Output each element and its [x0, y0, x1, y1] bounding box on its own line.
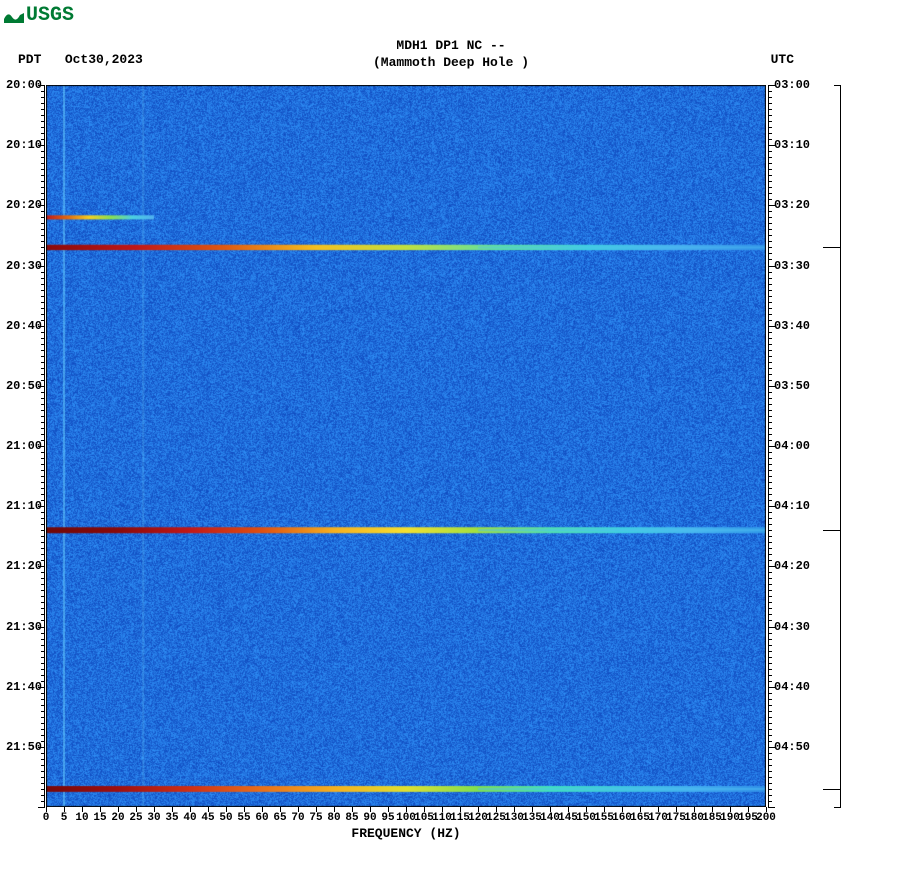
x-tick-label: 25 [129, 812, 142, 824]
x-tick-label: 150 [576, 812, 596, 824]
y-right-label: 03:00 [774, 78, 824, 92]
y-right-label: 03:50 [774, 379, 824, 393]
y-left-label: 20:30 [0, 259, 42, 273]
x-tick-label: 185 [702, 812, 722, 824]
x-tick-label: 140 [540, 812, 560, 824]
y-left-label: 21:30 [0, 620, 42, 634]
header-left: PDT Oct30,2023 [18, 52, 143, 67]
y-right-label: 03:10 [774, 138, 824, 152]
y-left-label: 20:40 [0, 319, 42, 333]
amp-event-marker [823, 789, 841, 790]
amplitude-bar [840, 85, 887, 807]
x-tick-label: 175 [666, 812, 686, 824]
x-tick-label: 95 [381, 812, 394, 824]
x-tick-label: 45 [201, 812, 214, 824]
tz-left: PDT [18, 52, 41, 67]
y-left-label: 20:20 [0, 198, 42, 212]
x-tick-label: 70 [291, 812, 304, 824]
x-tick-label: 195 [738, 812, 758, 824]
x-tick-label: 5 [61, 812, 68, 824]
x-tick-label: 135 [522, 812, 542, 824]
x-tick-label: 115 [450, 812, 470, 824]
spectrogram-plot [46, 85, 766, 807]
x-tick-label: 85 [345, 812, 358, 824]
x-tick-label: 90 [363, 812, 376, 824]
x-tick-label: 165 [630, 812, 650, 824]
y-left-label: 21:00 [0, 439, 42, 453]
x-axis-title: FREQUENCY (HZ) [46, 826, 766, 841]
y-right-label: 04:50 [774, 740, 824, 754]
y-left-label: 20:50 [0, 379, 42, 393]
y-left-label: 21:40 [0, 680, 42, 694]
x-tick-label: 120 [468, 812, 488, 824]
y-axis-right: 03:0003:1003:2003:3003:4003:5004:0004:10… [770, 85, 820, 807]
x-tick-label: 60 [255, 812, 268, 824]
y-left-label: 21:10 [0, 499, 42, 513]
x-tick-label: 155 [594, 812, 614, 824]
y-right-label: 04:10 [774, 499, 824, 513]
x-tick-label: 170 [648, 812, 668, 824]
x-tick-label: 160 [612, 812, 632, 824]
y-left-label: 21:50 [0, 740, 42, 754]
x-tick-label: 190 [720, 812, 740, 824]
x-tick-label: 0 [43, 812, 50, 824]
x-tick-label: 10 [75, 812, 88, 824]
x-tick-label: 180 [684, 812, 704, 824]
date-label: Oct30,2023 [65, 52, 143, 67]
x-tick-label: 145 [558, 812, 578, 824]
y-right-label: 03:20 [774, 198, 824, 212]
x-tick-label: 75 [309, 812, 322, 824]
y-right-label: 04:00 [774, 439, 824, 453]
x-tick-label: 35 [165, 812, 178, 824]
usgs-wave-icon [4, 9, 24, 23]
y-right-label: 04:20 [774, 559, 824, 573]
x-tick-label: 50 [219, 812, 232, 824]
x-tick-label: 105 [414, 812, 434, 824]
x-tick-label: 130 [504, 812, 524, 824]
y-right-label: 04:40 [774, 680, 824, 694]
x-tick-label: 30 [147, 812, 160, 824]
amp-event-marker [823, 247, 841, 248]
y-ticks-right [766, 85, 769, 807]
x-tick-label: 20 [111, 812, 124, 824]
x-tick-label: 55 [237, 812, 250, 824]
x-tick-label: 110 [432, 812, 452, 824]
x-tick-label: 15 [93, 812, 106, 824]
y-right-label: 04:30 [774, 620, 824, 634]
spectrogram-canvas [46, 85, 766, 807]
y-left-label: 20:10 [0, 138, 42, 152]
y-left-label: 21:20 [0, 559, 42, 573]
x-tick-label: 200 [756, 812, 776, 824]
x-tick-label: 80 [327, 812, 340, 824]
y-right-label: 03:40 [774, 319, 824, 333]
x-tick-label: 40 [183, 812, 196, 824]
y-left-label: 20:00 [0, 78, 42, 92]
tz-right: UTC [771, 52, 794, 67]
usgs-logo: USGS [4, 4, 74, 27]
x-tick-label: 100 [396, 812, 416, 824]
usgs-logo-text: USGS [26, 4, 74, 27]
x-tick-label: 65 [273, 812, 286, 824]
y-right-label: 03:30 [774, 259, 824, 273]
amp-event-marker [823, 530, 841, 531]
x-tick-label: 125 [486, 812, 506, 824]
